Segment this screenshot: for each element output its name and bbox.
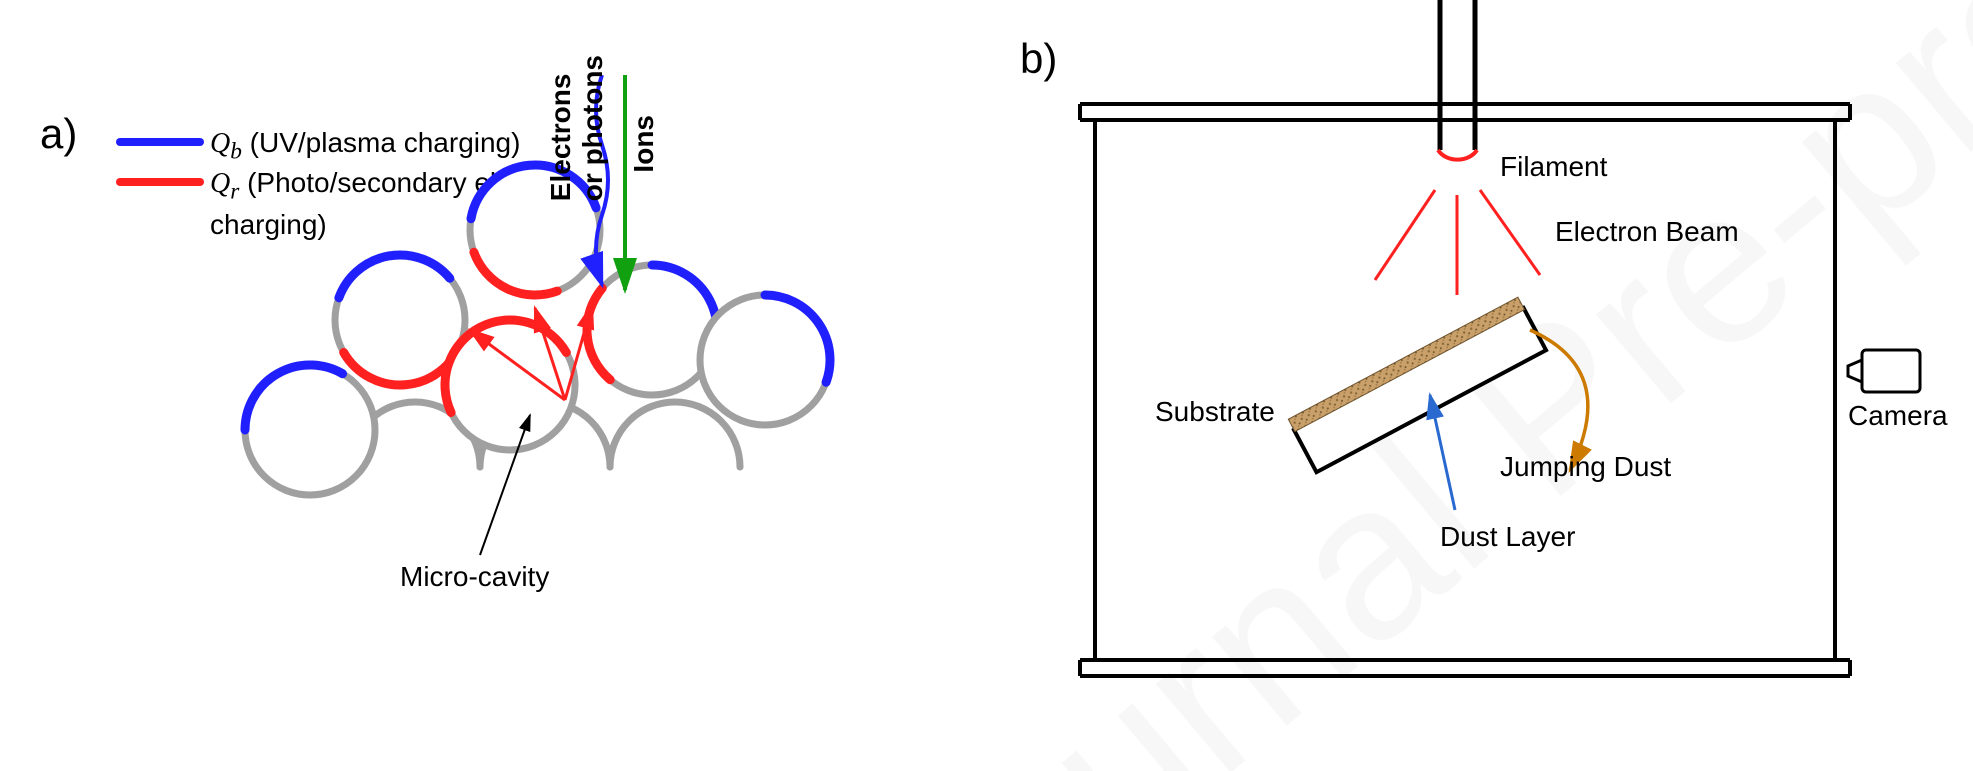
camera-label: Camera <box>1848 400 1948 432</box>
electron-beam-label: Electron Beam <box>1555 215 1739 249</box>
substrate-label: Substrate <box>1155 395 1275 429</box>
filament-label: Filament <box>1500 150 1607 184</box>
dust-layer-label: Dust Layer <box>1440 520 1575 554</box>
jumping-dust-label: Jumping Dust <box>1500 450 1671 484</box>
figure-canvas: Journal Pre-proof a) b) Qb (UV/plasma ch… <box>0 0 1973 771</box>
panel-b-diagram <box>0 0 1973 771</box>
